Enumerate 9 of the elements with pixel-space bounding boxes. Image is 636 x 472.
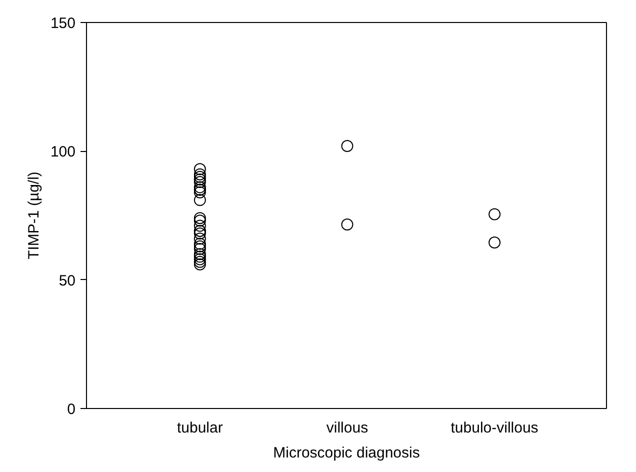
y-tick-label: 50 (58, 272, 76, 290)
y-tick-label: 150 (50, 15, 76, 32)
y-tick-label: 100 (50, 144, 76, 161)
x-tick-label: tubular (176, 420, 223, 436)
x-axis-title: Microscopic diagnosis (273, 444, 420, 462)
y-axis-title: TIMP-1 (µg/l) (25, 172, 42, 260)
x-tick-label: tubulo-villous (450, 420, 538, 436)
x-tick-label: villous (326, 420, 368, 436)
y-tick-label: 0 (67, 401, 76, 418)
